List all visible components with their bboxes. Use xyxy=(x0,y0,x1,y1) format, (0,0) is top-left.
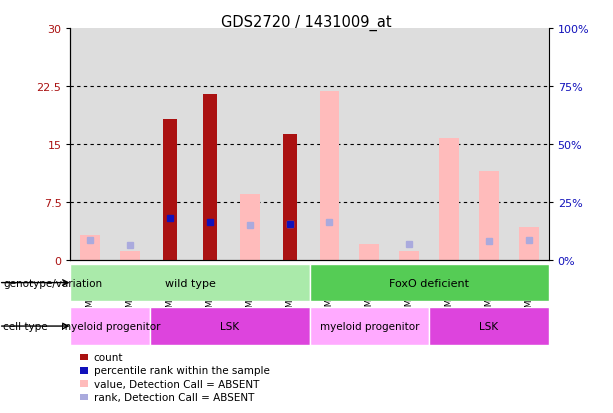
Text: percentile rank within the sample: percentile rank within the sample xyxy=(94,366,270,375)
Bar xyxy=(439,138,459,260)
Text: GDS2720 / 1431009_at: GDS2720 / 1431009_at xyxy=(221,14,392,31)
Bar xyxy=(283,135,297,260)
Bar xyxy=(80,235,101,260)
Bar xyxy=(120,251,140,260)
Text: count: count xyxy=(94,352,123,362)
Bar xyxy=(479,171,499,260)
Bar xyxy=(399,251,419,260)
Bar xyxy=(70,264,310,301)
Bar xyxy=(310,308,429,345)
Bar xyxy=(150,308,310,345)
Text: LSK: LSK xyxy=(479,321,498,331)
Bar xyxy=(203,95,217,260)
Bar xyxy=(70,308,150,345)
Text: value, Detection Call = ABSENT: value, Detection Call = ABSENT xyxy=(94,379,259,389)
Bar xyxy=(519,228,539,260)
Text: myeloid progenitor: myeloid progenitor xyxy=(61,321,160,331)
Text: myeloid progenitor: myeloid progenitor xyxy=(319,321,419,331)
Text: rank, Detection Call = ABSENT: rank, Detection Call = ABSENT xyxy=(94,392,254,402)
Bar xyxy=(429,308,549,345)
Text: FoxO deficient: FoxO deficient xyxy=(389,278,469,288)
Bar xyxy=(240,195,260,260)
Text: wild type: wild type xyxy=(165,278,215,288)
Bar xyxy=(310,264,549,301)
Bar xyxy=(163,120,177,260)
Text: LSK: LSK xyxy=(220,321,240,331)
Text: cell type: cell type xyxy=(3,321,48,331)
Bar xyxy=(359,245,379,260)
Bar xyxy=(319,92,340,260)
Text: genotype/variation: genotype/variation xyxy=(3,278,102,288)
